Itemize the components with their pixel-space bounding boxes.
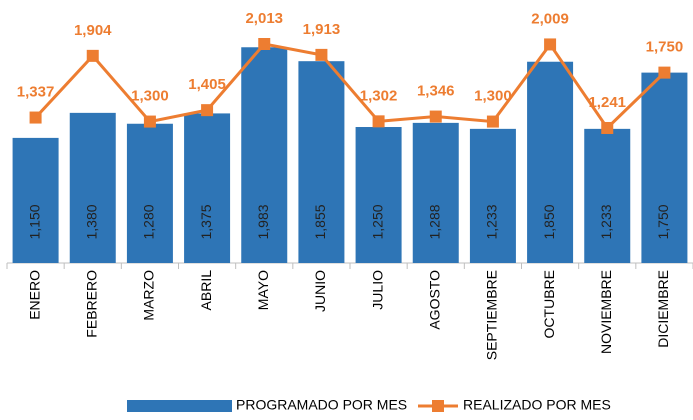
bar	[469, 128, 516, 263]
line-marker	[601, 121, 614, 134]
line-label: 1,913	[303, 21, 341, 38]
bar-label: 1,233	[598, 204, 614, 239]
bar-label: 1,855	[312, 204, 328, 239]
line-label: 1,241	[588, 94, 626, 111]
x-tick-label: NOVIEMBRE	[598, 270, 614, 354]
bar	[12, 137, 59, 263]
line-marker	[29, 111, 42, 124]
x-tick-label: JUNIO	[312, 270, 328, 312]
bar	[241, 47, 288, 263]
legend-label: PROGRAMADO POR MES	[236, 397, 407, 413]
line-marker	[143, 115, 156, 128]
line-marker	[429, 110, 442, 123]
line-label: 2,013	[245, 10, 283, 27]
line-label: 1,300	[474, 88, 512, 105]
bar	[126, 123, 173, 264]
bar	[527, 61, 574, 264]
line-label: 1,405	[188, 76, 226, 93]
x-tick-label: FEBRERO	[83, 270, 99, 338]
line-marker	[544, 38, 557, 51]
bar	[298, 61, 345, 263]
line-marker	[258, 38, 271, 50]
line-label: 1,337	[17, 84, 55, 101]
line-label: 2,009	[531, 10, 569, 27]
line-marker	[315, 48, 328, 61]
x-tick-label: JULIO	[369, 270, 385, 310]
bar-label: 1,750	[655, 204, 671, 239]
bar-label: 1,983	[255, 204, 271, 239]
bar-label: 1,233	[484, 204, 500, 239]
bar	[641, 72, 688, 263]
x-tick-label: DICIEMBRE	[655, 270, 671, 348]
x-tick-label: MAYO	[255, 270, 271, 310]
x-tick-label: SEPTIEMBRE	[484, 270, 500, 360]
line	[34, 41, 666, 131]
x-tick-label: AGOSTO	[426, 270, 442, 330]
line-label: 1,302	[360, 87, 398, 104]
bar-label: 1,380	[83, 204, 99, 239]
bar-label: 1,280	[141, 204, 157, 239]
line-label: 1,346	[417, 83, 455, 100]
line-marker	[201, 104, 214, 117]
line-marker	[86, 49, 99, 62]
line-label: 1,750	[646, 39, 684, 56]
legend-swatch-marker	[432, 400, 444, 412]
x-tick-label: OCTUBRE	[541, 270, 557, 338]
line-label: 1,904	[74, 22, 112, 39]
line-marker	[658, 66, 671, 79]
x-tick-label: MARZO	[141, 270, 157, 321]
bar	[69, 112, 116, 263]
x-tick-label: ENERO	[26, 270, 42, 320]
bar	[584, 128, 631, 263]
x-tick-label: ABRIL	[198, 270, 214, 311]
bar-label: 1,375	[198, 204, 214, 239]
bar-label: 1,850	[541, 204, 557, 239]
bar-label: 1,288	[426, 204, 442, 239]
bar-label: 1,250	[369, 204, 385, 239]
legend-label: REALIZADO POR MES	[463, 397, 611, 413]
bar-label: 1,150	[26, 204, 42, 239]
line-label: 1,300	[131, 88, 169, 105]
legend-swatch	[127, 400, 232, 412]
line-marker	[372, 115, 385, 128]
line-marker	[486, 115, 499, 128]
bar	[355, 127, 402, 263]
bar	[412, 122, 459, 263]
bar	[184, 113, 231, 263]
